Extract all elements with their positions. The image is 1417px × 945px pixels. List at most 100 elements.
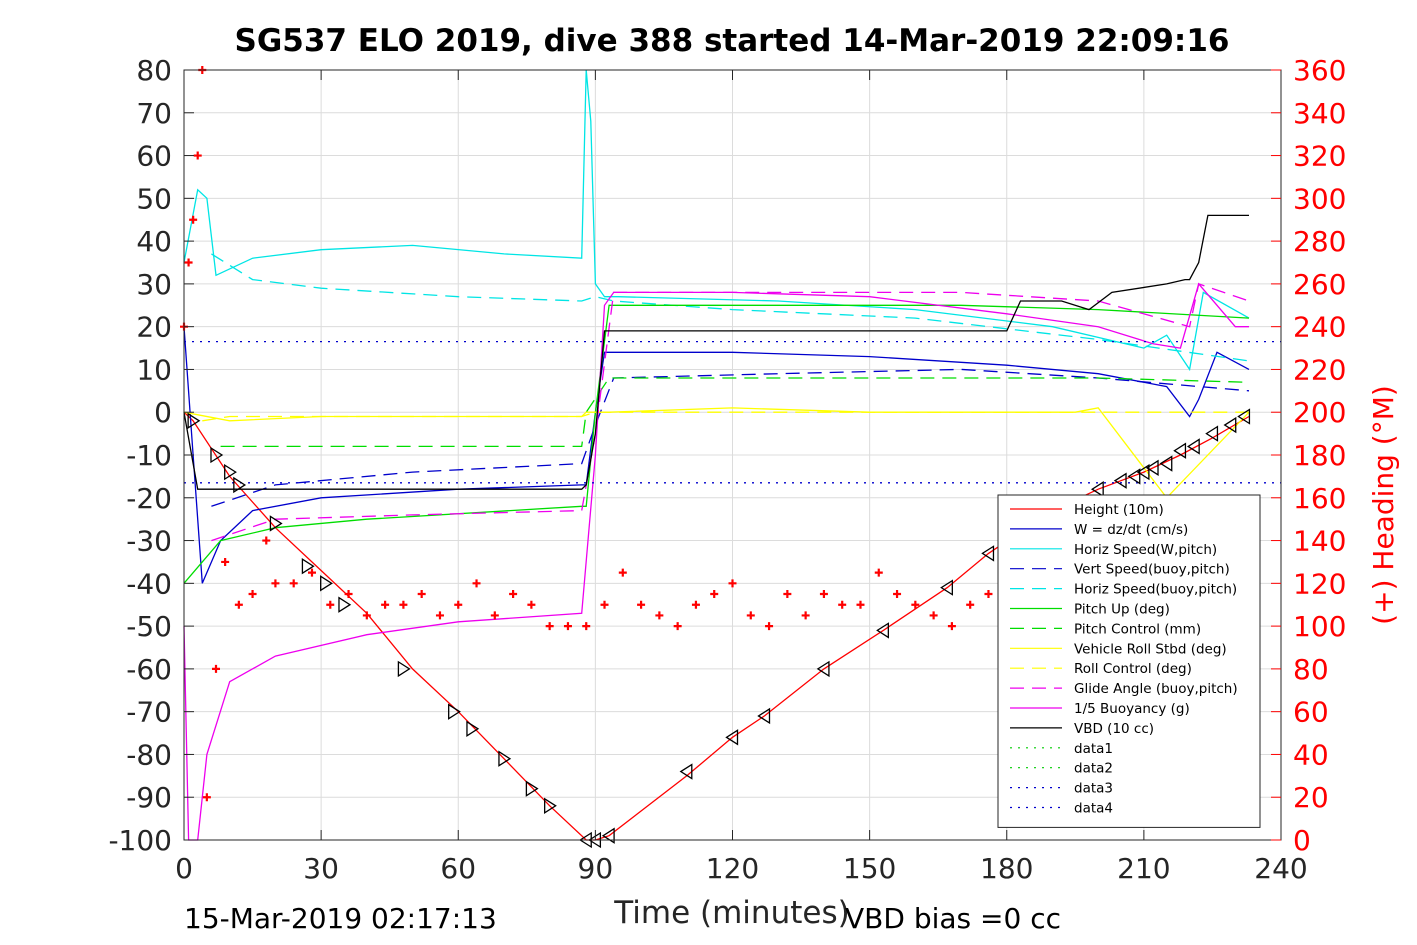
y-tick-label-left: -30 bbox=[126, 525, 172, 558]
x-tick-label: 0 bbox=[175, 852, 193, 885]
ascent-triangle-marker bbox=[1113, 472, 1127, 489]
legend-box bbox=[997, 494, 1261, 828]
descent-triangle-marker bbox=[544, 797, 557, 814]
ascent-triangle-marker bbox=[1237, 408, 1251, 425]
heading-plus-marker bbox=[746, 611, 755, 620]
ascent-triangle-marker bbox=[601, 827, 615, 844]
ascent-triangle-marker bbox=[1205, 425, 1219, 442]
heading-plus-marker bbox=[399, 600, 408, 609]
heading-plus-marker bbox=[490, 611, 499, 620]
heading-plus-marker bbox=[728, 579, 737, 588]
footer-vbd-bias: VBD bias =0 cc bbox=[845, 902, 1061, 935]
heading-plus-marker bbox=[362, 611, 371, 620]
tick-layer: 0 30 60 90 120 150 180 210 24080706050403020100-… bbox=[108, 54, 1346, 885]
series-line-roll-control-deg bbox=[202, 411, 1249, 422]
heading-plus-marker bbox=[289, 579, 298, 588]
x-tick-label: 30 bbox=[303, 852, 339, 885]
legend-label: Pitch Up (deg) bbox=[1074, 602, 1170, 618]
marker-layer bbox=[187, 408, 1251, 849]
ascent-triangle-marker bbox=[679, 763, 693, 780]
ascent-triangle-marker bbox=[757, 707, 771, 725]
heading-plus-marker bbox=[211, 664, 220, 673]
heading-plus-marker bbox=[582, 622, 591, 631]
ascent-triangle-marker bbox=[1127, 468, 1141, 485]
heading-plus-marker bbox=[691, 600, 700, 609]
heading-plus-marker bbox=[966, 600, 975, 609]
heading-plus-marker bbox=[655, 611, 664, 620]
y-tick-label-left: 80 bbox=[136, 54, 172, 87]
series-line-glide-angle-buoy-pitch bbox=[211, 283, 1250, 542]
heading-plus-marker bbox=[984, 590, 993, 599]
y-tick-label-right: 20 bbox=[1293, 781, 1329, 814]
descent-triangle-marker bbox=[187, 412, 201, 429]
y-tick-label-left: 30 bbox=[136, 268, 172, 301]
y-tick-label-left: -20 bbox=[126, 482, 172, 515]
legend-label: 1/5 Buoyancy (g) bbox=[1074, 701, 1190, 717]
y-tick-label-right: 220 bbox=[1293, 353, 1346, 386]
descent-triangle-marker bbox=[338, 596, 352, 613]
y-tick-label-right: 240 bbox=[1293, 311, 1346, 344]
x-tick-label: 210 bbox=[1117, 852, 1170, 885]
ascent-triangle-marker bbox=[1186, 438, 1200, 455]
y-tick-label-right: 60 bbox=[1293, 696, 1329, 729]
heading-plus-marker bbox=[600, 600, 609, 609]
heading-plus-marker bbox=[947, 622, 956, 631]
series-line-pitch-up-deg bbox=[183, 304, 1250, 584]
y-tick-label-right: 100 bbox=[1293, 610, 1346, 643]
heading-plus-marker bbox=[381, 600, 390, 609]
legend-label: data4 bbox=[1074, 801, 1113, 817]
y-tick-label-right: 140 bbox=[1293, 525, 1346, 558]
legend: Height (10m) W = dz/dt (cm/s) Horiz Speed(… bbox=[997, 494, 1261, 828]
descent-triangle-marker bbox=[233, 476, 247, 494]
heading-plus-marker bbox=[262, 536, 271, 545]
y-tick-label-left: -100 bbox=[108, 824, 172, 857]
descent-triangle-marker bbox=[224, 463, 237, 481]
series-line-height-10m bbox=[183, 411, 1250, 841]
heading-plus-marker bbox=[454, 600, 463, 609]
x-tick-label: 240 bbox=[1254, 852, 1307, 885]
descent-triangle-marker bbox=[210, 446, 224, 464]
legend-label: data3 bbox=[1074, 781, 1113, 797]
series-line-horiz-speed-w-pitch bbox=[183, 69, 1250, 372]
descent-triangle-marker bbox=[448, 703, 461, 720]
x-tick-label: 180 bbox=[980, 852, 1033, 885]
footer-timestamp: 15-Mar-2019 02:17:13 bbox=[184, 902, 497, 935]
x-axis-label: Time (minutes) bbox=[613, 895, 849, 931]
y-tick-label-right: 180 bbox=[1293, 439, 1346, 472]
y-tick-label-left: -90 bbox=[126, 781, 172, 814]
legend-label: Glide Angle (buoy,pitch) bbox=[1074, 681, 1238, 697]
heading-plus-marker bbox=[307, 568, 316, 577]
heading-plus-marker bbox=[893, 590, 902, 599]
ascent-triangle-marker bbox=[1090, 481, 1104, 498]
y-tick-label-left: 70 bbox=[136, 97, 172, 130]
legend-label: Horiz Speed(buoy,pitch) bbox=[1074, 582, 1237, 598]
y-tick-label-left: -70 bbox=[126, 696, 172, 729]
heading-plus-marker bbox=[248, 590, 257, 599]
heading-plus-marker bbox=[234, 600, 243, 609]
heading-plus-marker bbox=[819, 590, 828, 599]
heading-plus-marker bbox=[189, 215, 198, 224]
heading-plus-marker bbox=[856, 600, 865, 609]
y-tick-label-right: 340 bbox=[1293, 97, 1346, 130]
ascent-triangle-marker bbox=[816, 660, 830, 678]
ascent-triangle-marker bbox=[725, 729, 739, 746]
ascent-triangle-marker bbox=[876, 622, 889, 639]
y-tick-label-left: 10 bbox=[136, 353, 172, 386]
y-tick-label-right: 80 bbox=[1293, 653, 1329, 686]
y-tick-label-left: -40 bbox=[126, 567, 172, 600]
y-tick-label-left: 60 bbox=[136, 140, 172, 173]
heading-plus-marker bbox=[545, 622, 554, 631]
heading-plus-marker bbox=[326, 600, 335, 609]
y-tick-label-right: 200 bbox=[1293, 396, 1346, 429]
y-tick-label-right: 360 bbox=[1293, 54, 1346, 87]
legend-label: Height (10m) bbox=[1074, 502, 1164, 518]
heading-plus-marker bbox=[765, 622, 774, 631]
y-tick-label-right: 260 bbox=[1293, 268, 1346, 301]
heading-plus-marker bbox=[710, 590, 719, 599]
heading-plus-marker bbox=[344, 590, 353, 599]
ascent-triangle-marker bbox=[1136, 463, 1150, 481]
descent-triangle-marker bbox=[466, 720, 480, 737]
x-tick-label: 150 bbox=[843, 852, 896, 885]
heading-plus-marker bbox=[801, 611, 810, 620]
y-tick-label-left: -50 bbox=[126, 610, 172, 643]
